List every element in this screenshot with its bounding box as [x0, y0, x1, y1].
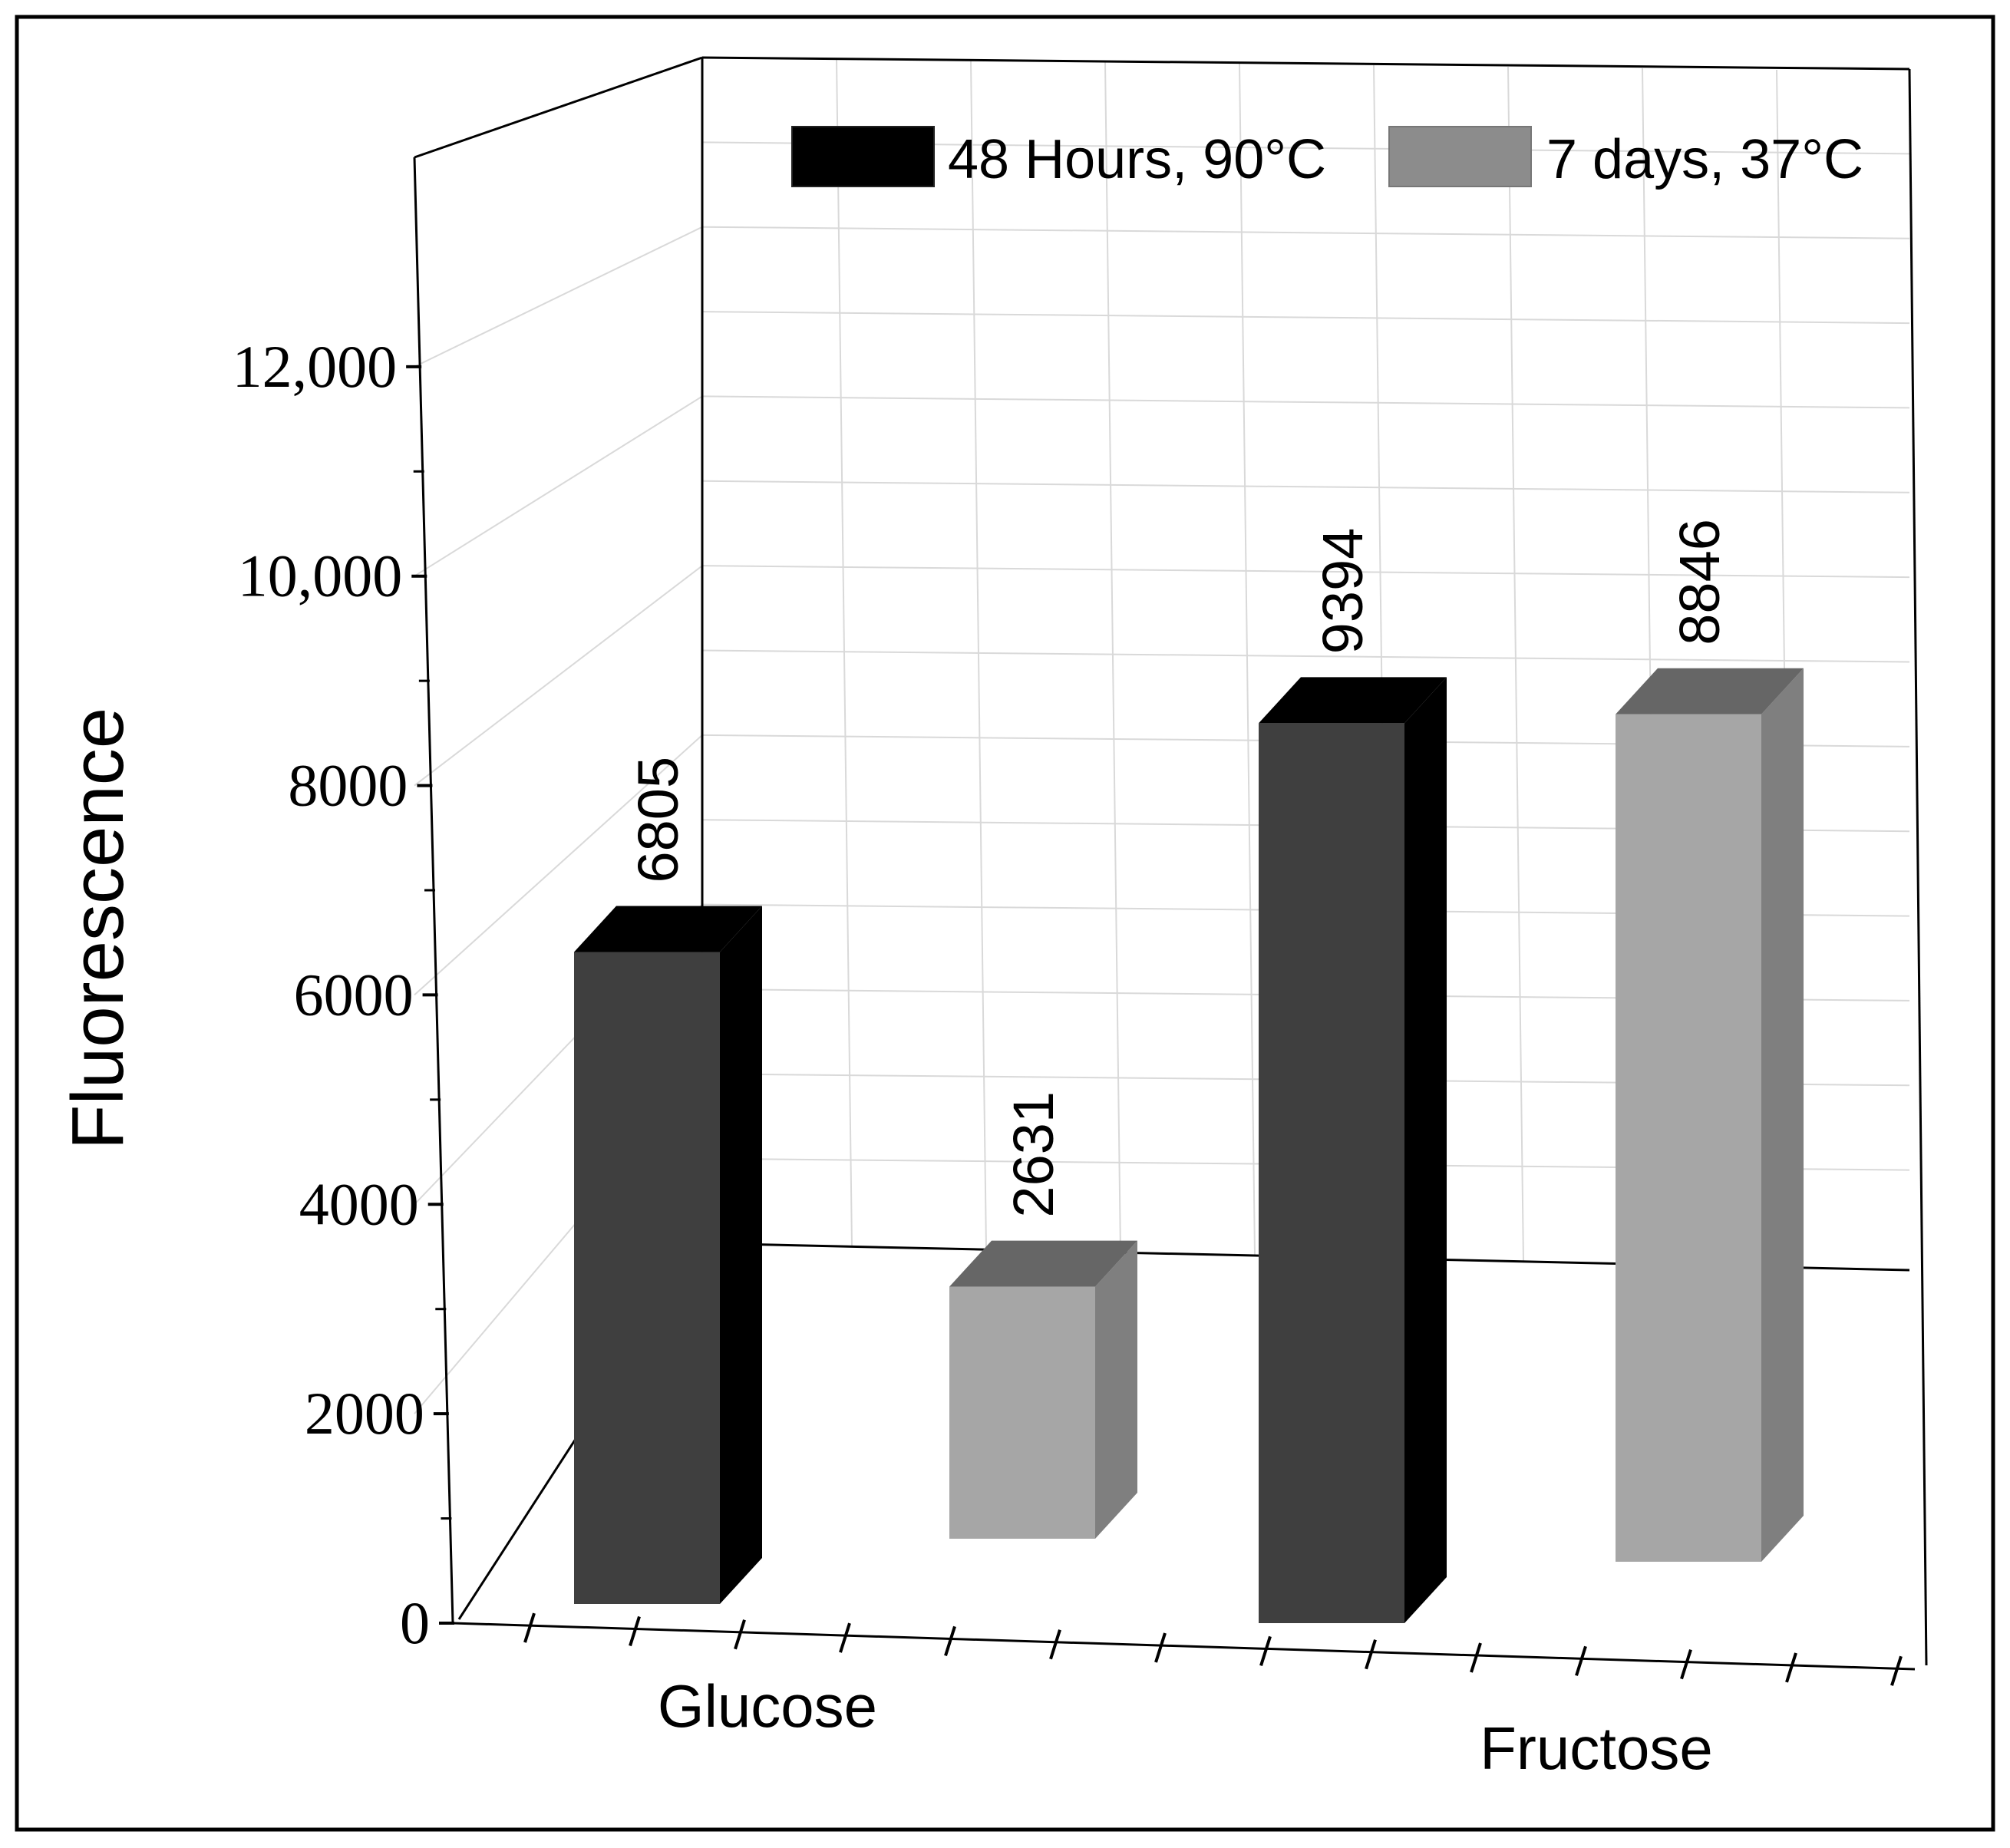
side-gridline: [414, 395, 703, 577]
y-tick-label: 6000: [294, 961, 414, 1028]
back-gridline: [701, 565, 1910, 579]
frame-line: [701, 56, 1910, 71]
legend-swatch-series-1: [791, 126, 935, 187]
bar-front-face: [574, 952, 720, 1604]
x-tick: [1154, 1632, 1167, 1663]
bar-side-face: [1095, 1240, 1137, 1539]
back-gridline: [701, 311, 1910, 325]
y-tick-label: 2000: [305, 1380, 424, 1447]
bar-front-face: [1259, 723, 1404, 1623]
y-tick-label: 4000: [299, 1170, 419, 1237]
y-axis-title: Fluorescence: [57, 708, 139, 1150]
bar-side-face: [1404, 677, 1447, 1623]
frame-line: [452, 1622, 1916, 1671]
bar-top-face: [1259, 677, 1447, 724]
legend-label-series-1: 48 Hours, 90°C: [948, 129, 1326, 190]
x-tick: [1049, 1629, 1061, 1660]
x-tick: [1575, 1645, 1587, 1676]
legend-swatch-series-2: [1388, 126, 1532, 187]
bar: [1616, 668, 1804, 1562]
x-tick: [523, 1612, 536, 1643]
back-gridline: [1507, 66, 1524, 1262]
side-gridline: [414, 734, 703, 996]
legend-label-series-2: 7 days, 37°C: [1546, 129, 1863, 190]
value-label: 8846: [1668, 519, 1731, 645]
back-gridline: [836, 58, 853, 1247]
back-gridline: [1104, 61, 1121, 1253]
x-tick: [629, 1615, 641, 1647]
bar: [1259, 677, 1447, 1623]
legend: 48 Hours, 90°C 7 days, 37°C: [791, 126, 1863, 190]
y-tick-label: 12,000: [233, 333, 398, 400]
x-tick: [944, 1625, 956, 1657]
bar-front-face: [1616, 714, 1761, 1562]
back-gridline: [970, 60, 987, 1250]
x-tick: [1470, 1642, 1482, 1673]
side-gridline: [414, 226, 703, 368]
side-gridline: [414, 565, 703, 787]
x-tick: [734, 1619, 746, 1650]
frame-line: [1908, 68, 1928, 1666]
x-tick: [1785, 1652, 1797, 1683]
x-tick: [1365, 1639, 1377, 1670]
back-gridline: [701, 480, 1910, 493]
value-label: 6805: [626, 757, 690, 883]
y-axis: 0 2000 4000 6000 8000 10,000 12,000: [233, 333, 454, 1656]
frame-line: [414, 56, 703, 159]
back-gridline: [701, 226, 1910, 239]
y-tick-label: 0: [400, 1589, 430, 1656]
y-tick-label: 10,000: [238, 543, 403, 609]
value-labels: 6805 2631 9394 8846: [626, 519, 1731, 1217]
x-tick: [1259, 1635, 1272, 1666]
value-label: 2631: [1002, 1091, 1065, 1218]
category-label: Glucose: [658, 1672, 877, 1740]
y-tick-label: 8000: [288, 752, 408, 819]
x-axis: Glucose Fructose: [523, 1612, 1903, 1782]
category-label: Fructose: [1480, 1714, 1712, 1782]
bar: [949, 1240, 1137, 1539]
bar: [574, 906, 762, 1604]
bar-top-face: [949, 1240, 1137, 1287]
x-tick: [1890, 1655, 1903, 1686]
value-label: 9394: [1311, 528, 1375, 655]
bar-top-face: [574, 906, 762, 952]
bar-side-face: [720, 906, 762, 1604]
back-gridline: [701, 395, 1910, 409]
bar-front-face: [949, 1286, 1095, 1539]
bar-top-face: [1616, 668, 1804, 714]
back-gridline: [1239, 63, 1256, 1256]
back-gridline: [701, 649, 1910, 663]
x-tick: [839, 1622, 851, 1653]
x-tick: [1680, 1649, 1692, 1680]
bars: [574, 668, 1804, 1623]
bar-side-face: [1761, 668, 1804, 1562]
